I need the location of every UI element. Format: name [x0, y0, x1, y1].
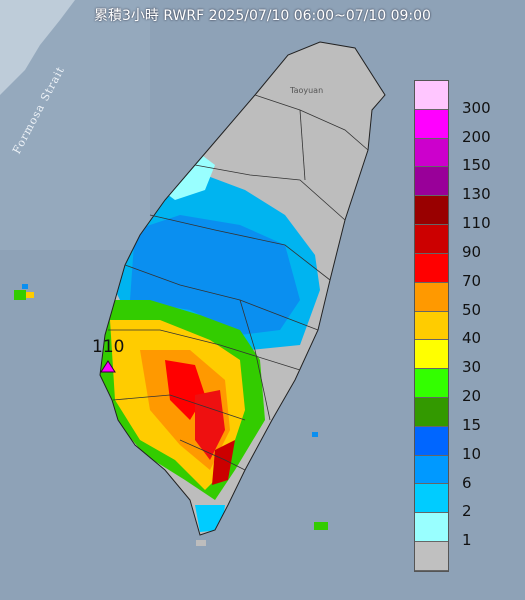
legend-label: 150	[462, 156, 491, 175]
legend-swatch	[415, 455, 448, 485]
legend-swatch	[415, 513, 448, 542]
city-label: Taoyuan	[290, 86, 324, 95]
legend-label: 200	[462, 127, 491, 146]
legend-swatch	[415, 81, 448, 110]
max-rain-marker-icon	[100, 360, 116, 373]
legend-label: 70	[462, 271, 482, 290]
max-value-label: 110	[92, 337, 125, 357]
sea-rain-speckles	[14, 284, 328, 546]
legend-swatch	[415, 196, 448, 226]
legend-label: 20	[462, 387, 482, 406]
legend-label: 1	[462, 531, 472, 550]
legend-label: 110	[462, 214, 491, 233]
county-borders	[108, 94, 369, 471]
legend-swatch	[415, 253, 448, 283]
legend-label: 15	[462, 415, 482, 434]
legend-swatch	[415, 225, 448, 254]
rain-zone-70-b	[195, 390, 225, 460]
legend-label: 90	[462, 242, 482, 261]
legend-swatch	[415, 484, 448, 514]
legend-swatch	[415, 311, 448, 341]
map-title: 累積3小時 RWRF 2025/07/10 06:00~07/10 09:00	[94, 8, 431, 24]
legend-swatch	[415, 340, 448, 370]
legend-swatch	[415, 109, 448, 139]
legend-label: 30	[462, 358, 482, 377]
china-coast	[0, 0, 75, 95]
legend-swatch	[415, 167, 448, 197]
coastline	[99, 41, 386, 536]
rain-zone-10	[130, 215, 300, 335]
legend-label: 6	[462, 473, 472, 492]
legend-swatch	[415, 369, 448, 398]
legend-label: 2	[462, 502, 472, 521]
legend-label: 130	[462, 185, 491, 204]
legend-label: 50	[462, 300, 482, 319]
legend-swatch	[415, 282, 448, 312]
legend-label: 300	[462, 98, 491, 117]
legend-swatch	[415, 542, 448, 571]
color-legend	[414, 80, 449, 572]
legend-label: 10	[462, 444, 482, 463]
legend-label: 40	[462, 329, 482, 348]
legend-swatch	[415, 138, 448, 168]
legend-swatch	[415, 426, 448, 456]
legend-swatch	[415, 397, 448, 427]
rain-zone-90	[212, 440, 235, 485]
